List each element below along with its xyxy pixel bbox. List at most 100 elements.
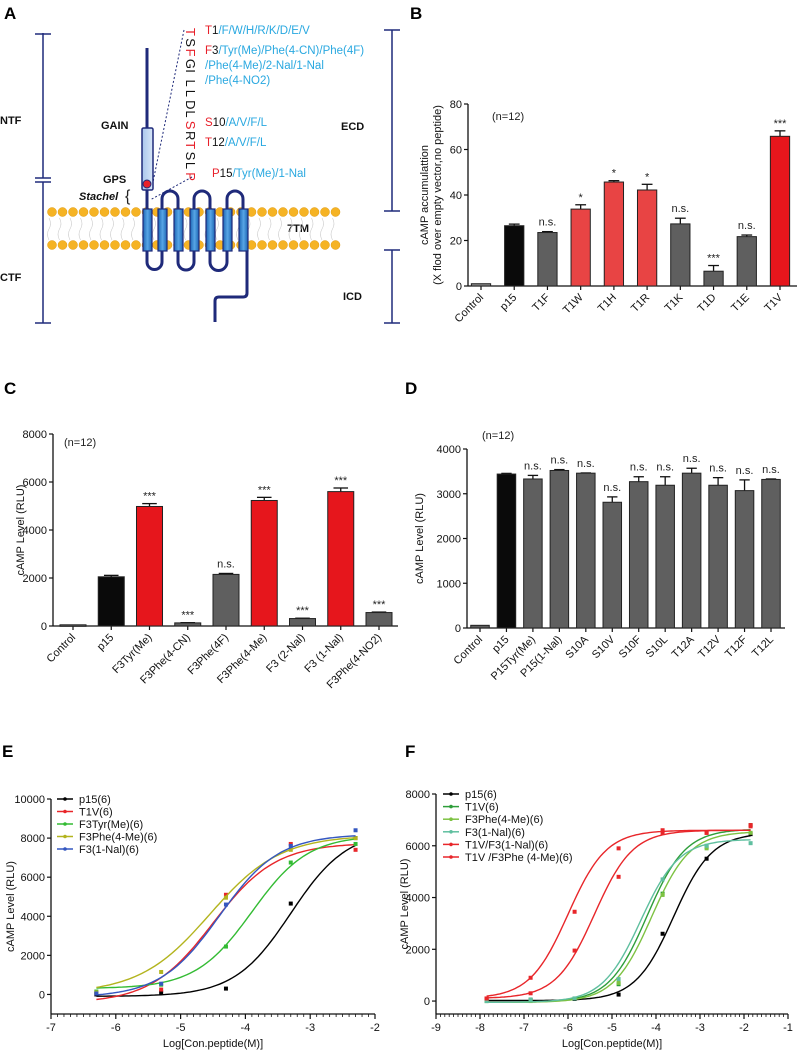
tm-label: 7TM — [287, 223, 309, 235]
significance-label: n.s. — [577, 458, 595, 470]
y-tick-label: 2000 — [21, 950, 45, 962]
data-point — [616, 980, 621, 985]
sequence-residue: T — [183, 28, 198, 36]
icd-label: ICD — [343, 291, 362, 303]
y-tick-label: 8000 — [21, 833, 45, 845]
y-tick-label: 10000 — [14, 794, 45, 806]
significance-label: *** — [181, 610, 195, 622]
lipid-tail — [152, 217, 156, 241]
bar — [135, 505, 164, 627]
significance-label: n.s. — [736, 465, 754, 477]
y-axis-label: cAMP Level (RLU) — [5, 861, 17, 952]
tm-helix — [238, 208, 249, 252]
legend-label: F3Tyr(Me)(6) — [79, 819, 143, 831]
x-axis-label: Log[Con.peptide(M)] — [163, 1038, 263, 1050]
significance-label: *** — [143, 491, 157, 503]
data-point — [159, 990, 164, 995]
mutation-variants: /F/W/H/R/K/D/E/V — [218, 25, 310, 37]
y-tick-label: 0 — [455, 623, 461, 635]
x-tick-label: -3 — [305, 1022, 315, 1034]
y-tick-label: 2000 — [437, 534, 461, 546]
significance-label: n.s. — [217, 558, 235, 570]
lipid-head — [47, 207, 57, 217]
data-point — [704, 843, 709, 848]
lipid-head — [131, 240, 141, 250]
y-tick-label: 0 — [41, 621, 47, 633]
y-tick-label: 4000 — [23, 525, 47, 537]
significance-label: n.s. — [539, 217, 557, 229]
significance-label: n.s. — [683, 453, 701, 465]
data-point — [484, 996, 489, 1001]
category-label: T1F — [530, 291, 553, 314]
data-point — [288, 843, 293, 848]
mutation-position: 1 — [212, 25, 218, 37]
lipid-tail — [278, 217, 282, 241]
lipid-head — [257, 240, 267, 250]
lipid-head — [309, 207, 320, 217]
category-label: T1V — [762, 291, 785, 314]
legend-label: T1V /F3Phe (4-Me)(6) — [465, 852, 573, 864]
sequence-residue: L — [183, 110, 198, 117]
data-point — [484, 999, 489, 1004]
y-tick-label: 60 — [450, 145, 462, 157]
legend-marker — [63, 847, 67, 851]
sample-size-note: (n=12) — [64, 437, 96, 449]
data-point — [616, 874, 621, 879]
y-tick-label: 40 — [450, 190, 462, 202]
lipid-head — [330, 207, 341, 217]
data-point — [704, 846, 709, 851]
mutation-variants: /A/V/F/L — [225, 117, 267, 129]
bar — [655, 484, 675, 629]
y-tick-label: 80 — [450, 99, 462, 111]
significance-label: *** — [258, 484, 272, 496]
bar — [628, 481, 649, 629]
significance-label: *** — [707, 253, 721, 265]
lipid-tail — [320, 217, 324, 241]
mutation-site: T — [205, 25, 212, 37]
category-label: T1E — [729, 292, 752, 315]
bar — [576, 472, 596, 629]
mutation-variants: /Tyr(Me)/Phe(4-CN)/Phe(4F) — [218, 45, 364, 57]
data-point — [223, 902, 228, 907]
bar — [97, 576, 125, 627]
x-tick-label: -7 — [46, 1022, 56, 1034]
legend-label: p15(6) — [79, 794, 111, 806]
tm-helix — [142, 208, 153, 252]
stachel-brace: { — [125, 188, 131, 205]
fit-curve — [96, 836, 356, 989]
bar — [603, 181, 625, 287]
lipid-head — [278, 240, 288, 250]
data-point — [660, 828, 665, 833]
x-axis-label: Log[Con.peptide(M)] — [562, 1038, 662, 1050]
mutation-position: 15 — [220, 168, 233, 180]
data-point — [223, 944, 228, 949]
bar — [523, 478, 543, 629]
sequence-residue: I — [183, 69, 198, 73]
sequence-residue: G — [183, 59, 198, 69]
lipid-tail — [68, 217, 72, 241]
lipid-head — [320, 240, 330, 250]
data-point — [288, 860, 293, 865]
lipid-head — [110, 207, 120, 217]
y-tick-label: 4000 — [21, 911, 45, 923]
bar — [470, 283, 492, 287]
legend-marker — [449, 842, 453, 847]
data-point — [353, 847, 358, 852]
mutation-position: 10 — [213, 117, 226, 129]
bar — [288, 618, 317, 627]
y-tick-label: 1000 — [437, 578, 461, 590]
x-tick-label: -5 — [607, 1022, 617, 1034]
y-axis-label: (X flod over empty vector,no peptide) — [432, 105, 444, 285]
lipid-tail — [257, 217, 261, 241]
lipid-head — [288, 240, 299, 250]
lipid-head — [278, 207, 288, 217]
mutation-line: F3/Tyr(Me)/Phe(4-CN)/Phe(4F) — [205, 45, 364, 57]
ntf-label: NTF — [0, 115, 22, 127]
mutation-line: S10/A/V/F/L — [205, 117, 268, 129]
data-point — [660, 877, 665, 882]
legend-marker — [449, 855, 453, 859]
dose-response-chart-e: 0 2000 4000 6000 8000 10000 -7 -6 -5 -4 -3 -2 Log[Co… — [5, 794, 380, 1050]
category-label: Control — [453, 292, 487, 326]
x-tick-label: -6 — [111, 1022, 121, 1034]
x-tick-label: -7 — [519, 1022, 529, 1034]
